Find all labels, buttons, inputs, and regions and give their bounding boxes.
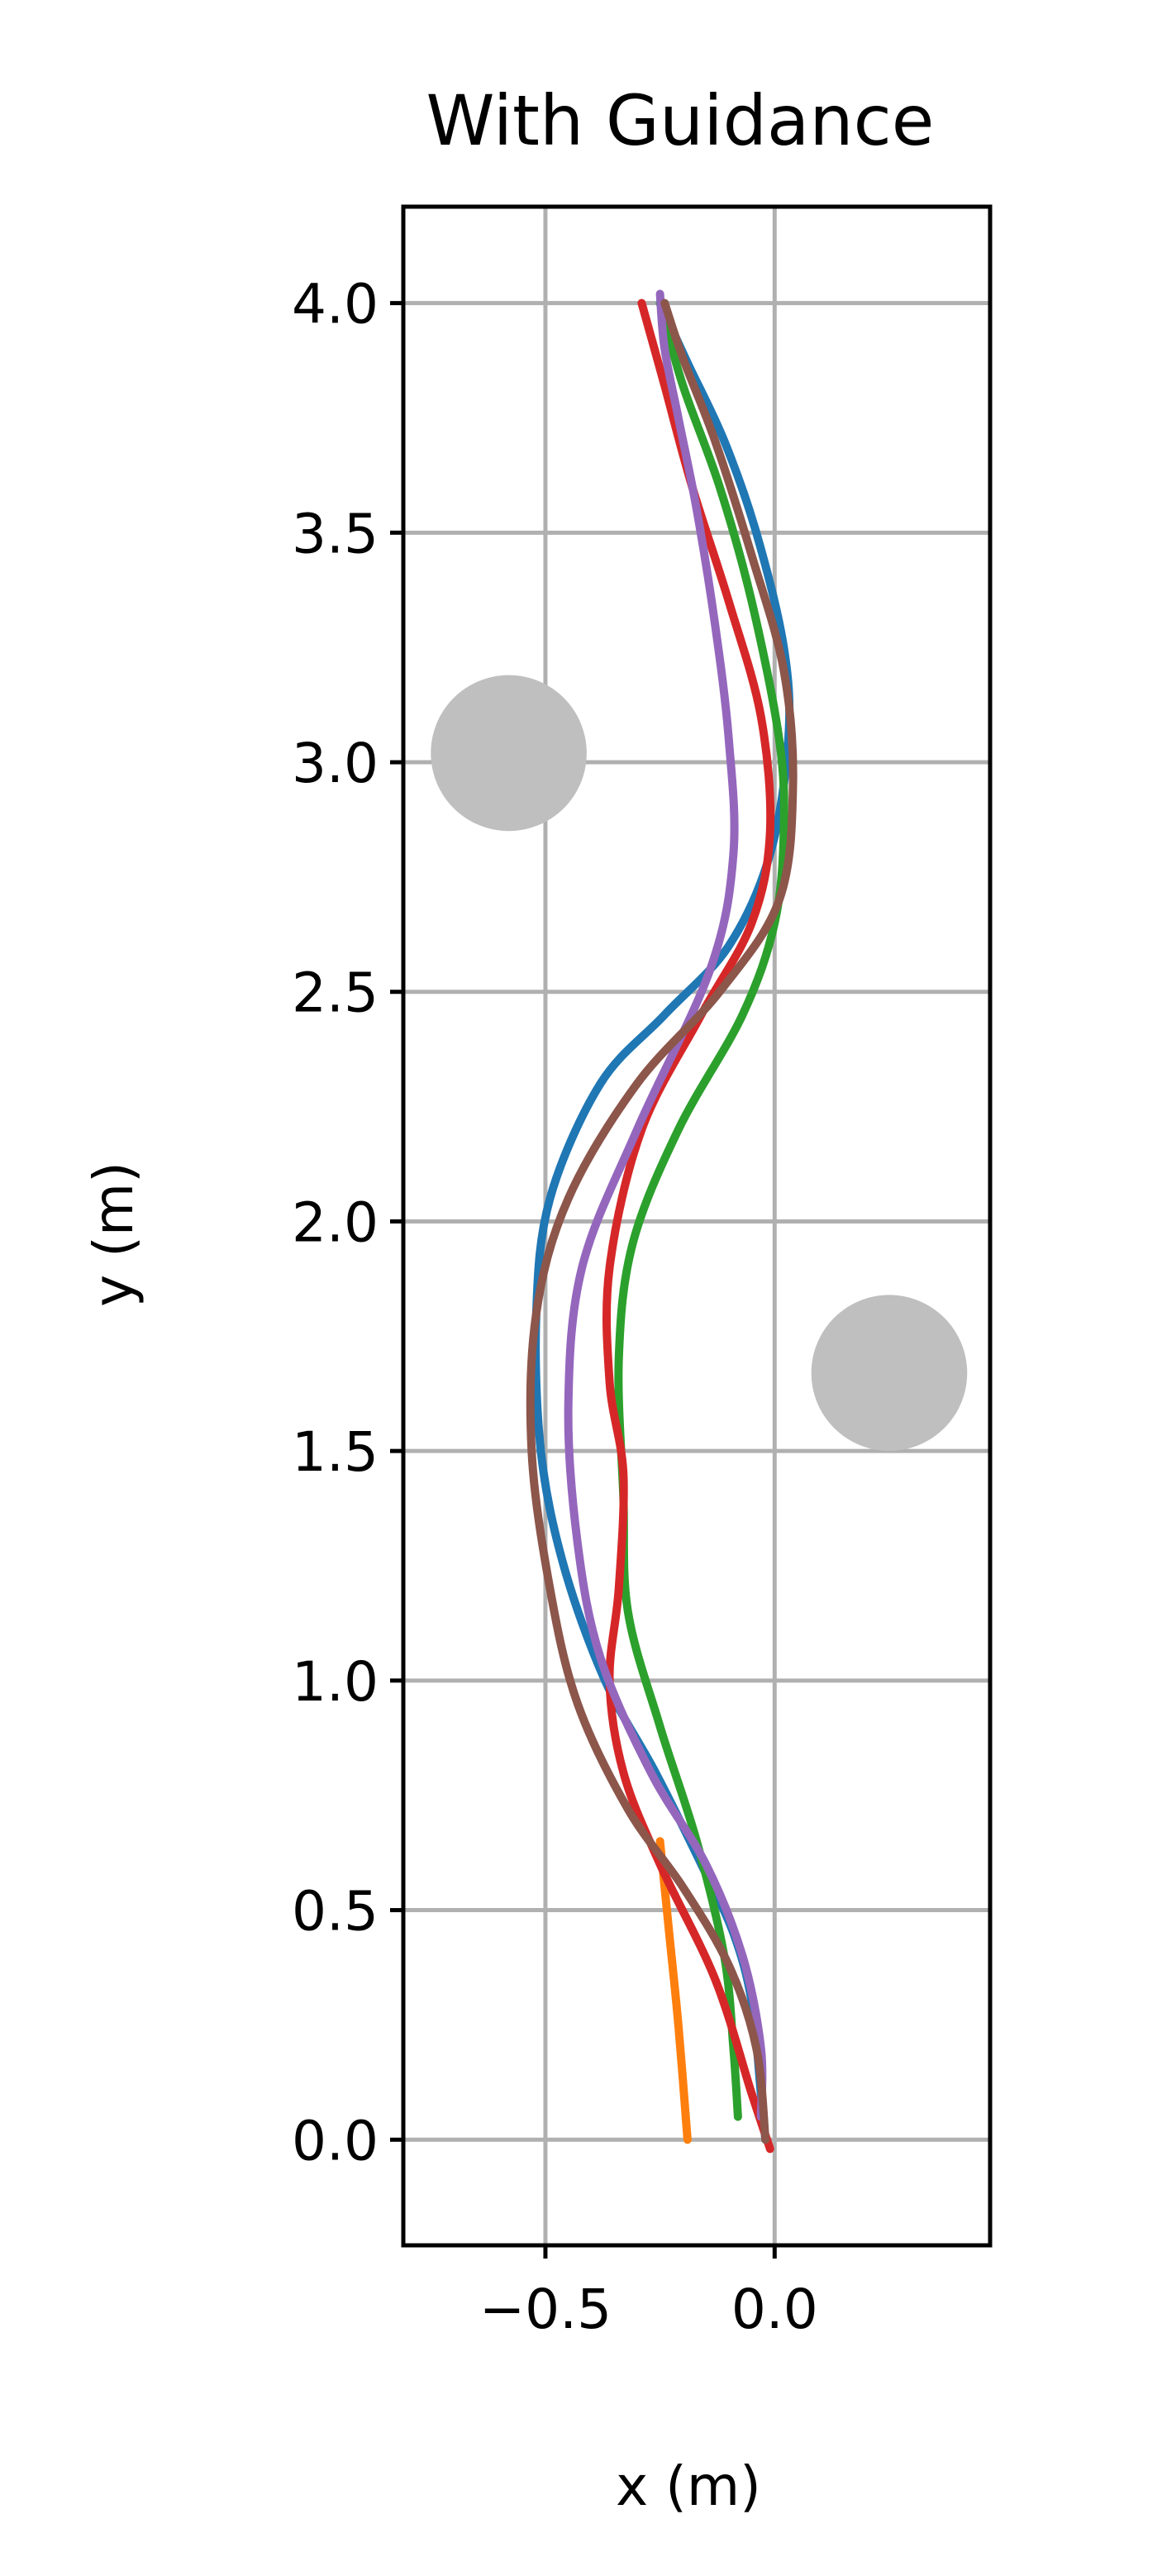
y-tick-label: 0.5 — [292, 1880, 379, 1944]
y-tick-label: 2.5 — [292, 961, 379, 1025]
plot-frame — [401, 204, 993, 2248]
y-tick-label: 2.0 — [292, 1190, 379, 1254]
trajectory-line-6 — [526, 298, 798, 2144]
x-axis-label: x (m) — [616, 2454, 761, 2518]
obstacle-circle — [431, 675, 587, 832]
axis-ticks: −0.5 0.0 0.0 0.5 1.0 1.5 2.0 2.5 3.0 3.5 4.0 — [292, 273, 818, 2341]
y-axis-label: y (m) — [82, 1162, 145, 1307]
trajectory-line-2 — [655, 1837, 692, 2144]
obstacles — [431, 675, 968, 1452]
trajectory-series — [526, 289, 798, 2154]
y-tick-label: 0.0 — [292, 2109, 379, 2173]
y-tick-label: 1.0 — [292, 1650, 379, 1714]
y-tick-label: 4.0 — [292, 273, 379, 336]
x-tick-label: 0.0 — [731, 2278, 818, 2341]
y-tick-label: 3.5 — [292, 502, 379, 565]
y-tick-label: 3.0 — [292, 732, 379, 795]
trajectory-line-5 — [564, 289, 767, 2121]
grid — [403, 207, 990, 2245]
obstacle-circle — [811, 1295, 968, 1452]
x-tick-label: −0.5 — [479, 2278, 612, 2341]
trajectory-line-4 — [602, 298, 775, 2154]
chart-title: With Guidance — [426, 80, 935, 161]
y-tick-label: 1.5 — [292, 1420, 379, 1484]
